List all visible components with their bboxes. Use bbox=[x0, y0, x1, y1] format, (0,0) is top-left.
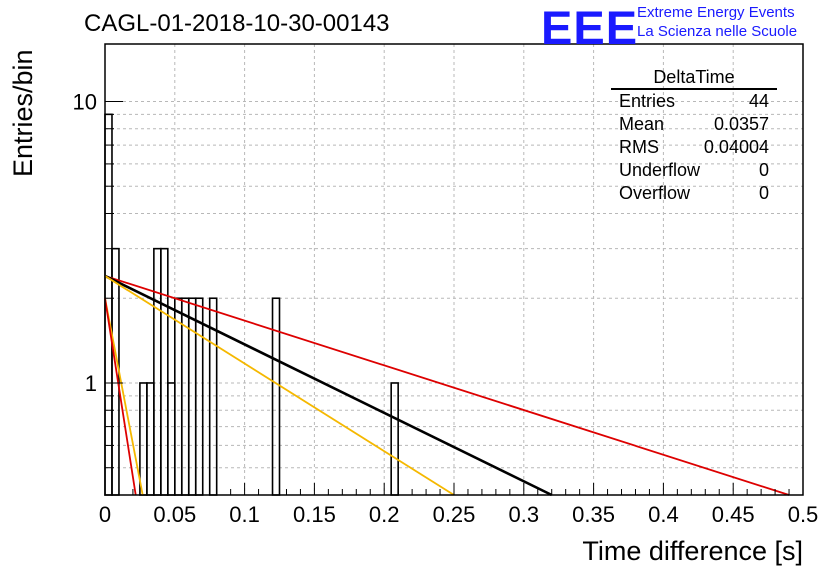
stats-value: 0.0357 bbox=[713, 114, 769, 134]
histogram-bar bbox=[111, 247, 120, 496]
x-tick-label: 0.05 bbox=[153, 502, 196, 527]
fit-curve bbox=[104, 275, 455, 496]
stats-label: Mean bbox=[619, 114, 665, 134]
stats-row: Underflow 0 bbox=[611, 159, 777, 182]
histogram-bar bbox=[146, 382, 155, 496]
stats-value: 0 bbox=[758, 183, 769, 203]
x-tick-label: 0.25 bbox=[433, 502, 476, 527]
x-tick-label: 0.45 bbox=[712, 502, 755, 527]
x-tick-label: 0.2 bbox=[369, 502, 400, 527]
x-tick-label: 0.4 bbox=[648, 502, 679, 527]
stats-row: Mean 0.0357 bbox=[611, 113, 777, 136]
stats-box: DeltaTime Entries 44 Mean 0.0357 RMS 0.0400… bbox=[611, 66, 777, 205]
y-tick-label: 10 bbox=[73, 89, 97, 114]
logo-caption: Extreme Energy Events La Scienza nelle S… bbox=[637, 3, 797, 41]
x-tick-label: 0.1 bbox=[229, 502, 260, 527]
histogram-bar bbox=[187, 297, 197, 496]
fit-curve bbox=[104, 298, 144, 496]
stats-value: 44 bbox=[748, 91, 769, 111]
logo-line-1: Extreme Energy Events bbox=[637, 4, 795, 21]
histogram-bar bbox=[194, 297, 204, 496]
grid bbox=[105, 44, 803, 495]
x-tick-label: 0 bbox=[99, 502, 111, 527]
x-tick-label: 0.5 bbox=[788, 502, 819, 527]
stats-value: 0.04004 bbox=[703, 137, 769, 157]
chart-title: CAGL-01-2018-10-30-00143 bbox=[84, 10, 390, 37]
fit-curve bbox=[104, 275, 790, 496]
stats-title: DeltaTime bbox=[611, 66, 777, 90]
logo-line-2: La Scienza nelle Scuole bbox=[637, 23, 798, 40]
histogram-bars bbox=[104, 113, 399, 496]
stats-label: Entries bbox=[619, 91, 676, 111]
stats-row: Entries 44 bbox=[611, 90, 777, 113]
histogram-bar bbox=[174, 297, 183, 496]
stats-row: RMS 0.04004 bbox=[611, 136, 777, 159]
histogram-bar bbox=[167, 382, 176, 496]
y-ticks: 1 10 bbox=[73, 89, 123, 496]
stats-value: 0 bbox=[758, 160, 769, 180]
stats-label: RMS bbox=[619, 137, 659, 157]
histogram-bar bbox=[153, 247, 162, 496]
stats-label: Underflow bbox=[619, 160, 701, 180]
histogram-bar bbox=[160, 247, 169, 496]
histogram-bar bbox=[390, 382, 399, 496]
fit-curve bbox=[104, 274, 553, 497]
stats-row: Overflow 0 bbox=[611, 182, 777, 205]
y-tick-label: 1 bbox=[85, 371, 97, 396]
x-axis-label: Time difference [s] bbox=[582, 536, 803, 566]
histogram-bar bbox=[271, 297, 281, 496]
fit-curve bbox=[104, 298, 137, 496]
fit-curves bbox=[104, 274, 790, 497]
x-tick-label: 0.3 bbox=[509, 502, 540, 527]
x-ticks: 0 0.05 0.1 0.15 0.2 0.25 0.3 0.35 0.4 0.45 0.5 bbox=[99, 483, 818, 527]
histogram-bar bbox=[139, 382, 148, 496]
x-tick-label: 0.15 bbox=[293, 502, 336, 527]
y-axis-label: Entries/bin bbox=[8, 49, 38, 177]
eee-logo: EEE bbox=[541, 1, 639, 54]
x-tick-label: 0.35 bbox=[572, 502, 615, 527]
stats-label: Overflow bbox=[619, 183, 691, 203]
